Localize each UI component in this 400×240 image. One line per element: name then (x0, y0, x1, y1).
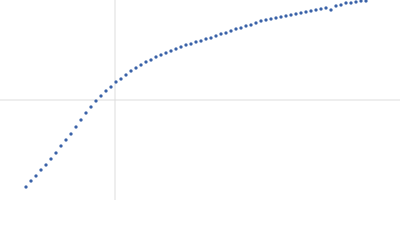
point (314, 8, 318, 12)
point (179, 45, 183, 49)
point (29, 179, 33, 183)
point (279, 15, 283, 19)
point (354, 0, 358, 4)
point (114, 80, 118, 84)
point (329, 8, 333, 12)
point (234, 27, 238, 31)
point (219, 32, 223, 36)
point (39, 168, 43, 172)
point (359, 0, 363, 3)
point (204, 37, 208, 41)
point (224, 31, 228, 35)
point (249, 23, 253, 27)
point (84, 111, 88, 115)
point (119, 77, 123, 81)
page: {"chart_data": {"type": "scatter", "colo… (0, 0, 400, 200)
point (89, 105, 93, 109)
point (304, 10, 308, 14)
point (134, 66, 138, 70)
point (274, 16, 278, 20)
point (104, 89, 108, 93)
point (34, 174, 38, 178)
point (144, 60, 148, 64)
point (264, 18, 268, 22)
point (54, 151, 58, 155)
point (44, 163, 48, 167)
point (309, 9, 313, 13)
point (209, 36, 213, 40)
point (149, 58, 153, 62)
point (364, 0, 368, 3)
point (94, 99, 98, 103)
point (294, 12, 298, 16)
point (59, 144, 63, 148)
point (239, 26, 243, 30)
point (99, 94, 103, 98)
point (284, 14, 288, 18)
point (299, 11, 303, 15)
point (24, 185, 28, 189)
point (79, 118, 83, 122)
point (64, 138, 68, 142)
point (174, 47, 178, 51)
point (344, 1, 348, 5)
point (69, 132, 73, 136)
point (269, 17, 273, 21)
point (189, 42, 193, 46)
point (124, 73, 128, 77)
point (324, 6, 328, 10)
point (159, 53, 163, 57)
point (349, 1, 353, 5)
point (229, 29, 233, 33)
point (109, 85, 113, 89)
point (289, 13, 293, 17)
point (214, 34, 218, 38)
point (339, 3, 343, 7)
point (259, 19, 263, 23)
point (74, 125, 78, 129)
point (169, 49, 173, 53)
point (184, 43, 188, 47)
point (334, 4, 338, 8)
point (199, 39, 203, 43)
point (139, 63, 143, 67)
point (154, 55, 158, 59)
point (129, 69, 133, 73)
point (49, 157, 53, 161)
point (194, 40, 198, 44)
point (164, 51, 168, 55)
chart (0, 0, 400, 200)
point (244, 24, 248, 28)
point (254, 21, 258, 25)
point (319, 7, 323, 11)
